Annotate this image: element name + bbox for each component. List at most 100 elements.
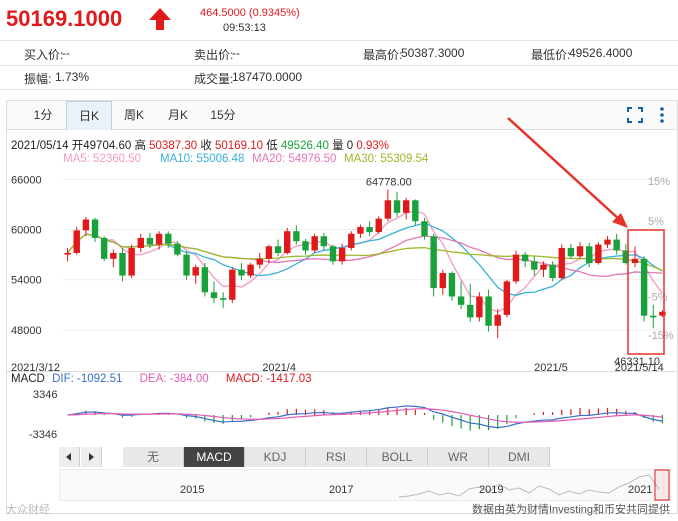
quote-row-2: 振幅: 1.73% 成交量: 187470.0000 [0, 65, 678, 90]
candle-body [64, 252, 71, 255]
tab-15min[interactable]: 15分 [210, 108, 236, 122]
candle-body [137, 237, 144, 248]
candle [247, 263, 254, 279]
indicator-dmi[interactable]: DMI [489, 447, 550, 467]
candle [201, 263, 209, 297]
quote-row-1: 买入价: -- 卖出价: -- 最高价: 50387.3000 最低价: 495… [0, 40, 678, 66]
candle-body [256, 258, 263, 265]
scroll-right-button[interactable] [81, 447, 102, 467]
ohlc-info: 2021/05/14 开49704.60 高 50387.30 收 50169.… [11, 137, 389, 153]
candle [375, 216, 382, 234]
candle [366, 221, 373, 237]
scroll-left-button[interactable] [59, 447, 80, 467]
candle [110, 249, 117, 268]
candle [430, 233, 437, 297]
y-tick-label: 66000 [11, 174, 42, 186]
candle [393, 191, 401, 217]
candle-body [457, 296, 465, 305]
tab-daily[interactable]: 日K [66, 101, 112, 130]
y-tick-label: 60000 [11, 225, 42, 237]
candle-body [210, 292, 218, 299]
macd-value: MACD: -1417.03 [225, 373, 312, 385]
tab-1min[interactable]: 1分 [33, 108, 53, 122]
candle [439, 269, 446, 295]
triangle-left-icon [66, 453, 71, 461]
candle-body [348, 233, 355, 248]
candle [348, 231, 355, 251]
ma5-line [67, 209, 663, 313]
candle [238, 263, 245, 280]
candle [192, 264, 199, 284]
candle [284, 227, 291, 255]
tab-weekly[interactable]: 周K [123, 108, 144, 122]
x-axis-label: 2021/5/14 [615, 362, 664, 372]
candle [402, 197, 410, 220]
macd-info: MACD DIF: -1092.51 DEA: -384.00 MACD: -1… [11, 373, 312, 385]
open-label: 开 [71, 140, 84, 152]
candle [274, 239, 282, 257]
candle-body [476, 296, 483, 318]
candle [540, 261, 547, 278]
indicator-kdj[interactable]: KDJ [245, 447, 306, 467]
candle-body [521, 254, 529, 262]
low-label: 低 [266, 140, 278, 152]
candle-body [155, 233, 163, 245]
pct-tick-label: -5% [648, 291, 668, 303]
candle [476, 292, 483, 322]
high-label: 最高价: [363, 48, 403, 62]
candle-body [576, 246, 584, 257]
candle-body [631, 258, 639, 263]
kline-chart[interactable]: 66000 60000 54000 48000 15% 5% -5% -15% 64778.00… [7, 167, 677, 372]
ma10-label: MA10: 55006.48 [160, 153, 245, 165]
candle-body [119, 252, 126, 276]
more-icon[interactable] [655, 106, 669, 124]
candle-body [540, 264, 547, 270]
range-selector[interactable] [654, 469, 670, 501]
candle-body [293, 231, 300, 242]
candle [448, 271, 456, 301]
candle [613, 233, 620, 255]
candle [659, 309, 666, 318]
ma5-label: MA5: 52360.50 [63, 153, 142, 165]
bid-value: -- [62, 46, 70, 60]
macd-y-top: 3346 [33, 389, 57, 401]
candle-body [604, 239, 611, 245]
candle-body [110, 252, 117, 259]
high-label: 高 [134, 140, 146, 152]
candle-body [219, 298, 227, 300]
candle [183, 251, 190, 280]
y-tick-label: 54000 [11, 275, 42, 287]
amplitude-label: 振幅: [24, 72, 52, 86]
candle-body [567, 247, 575, 257]
volume-value: 187470.0000 [232, 70, 303, 84]
candle-body [128, 247, 135, 276]
candle-body [384, 200, 392, 219]
candle [329, 244, 337, 265]
candle [421, 217, 428, 240]
ask-label: 卖出价: [194, 48, 234, 62]
candle-body [174, 243, 181, 255]
candle [503, 279, 511, 318]
fullscreen-icon[interactable] [627, 107, 643, 123]
pct-tick-label: 15% [648, 176, 670, 188]
candle-body [274, 246, 282, 253]
tab-monthly[interactable]: 月K [167, 108, 188, 122]
indicator-wr[interactable]: WR [428, 447, 489, 467]
candle [357, 224, 364, 238]
candle-body [503, 281, 511, 315]
ma20-label: MA20: 54976.50 [252, 153, 337, 165]
candle-body [549, 264, 556, 279]
vol-value: 0 [346, 140, 354, 152]
candle [549, 261, 556, 282]
indicator-none[interactable]: 无 [123, 447, 184, 467]
candle-body [650, 315, 657, 318]
candle-body [375, 218, 382, 233]
x-axis-label: 2021/5 [534, 362, 568, 372]
indicator-boll[interactable]: BOLL [367, 447, 428, 467]
indicator-macd[interactable]: MACD [184, 447, 245, 467]
timeline-navigator[interactable]: 2015 2017 2019 2021 [59, 469, 671, 501]
close-value: 50169.10 [215, 140, 263, 152]
ohlc-date: 2021/05/14 [11, 140, 69, 152]
indicator-rsi[interactable]: RSI [306, 447, 367, 467]
period-tabs: 1分 日K 周K 月K 15分 [7, 101, 677, 130]
